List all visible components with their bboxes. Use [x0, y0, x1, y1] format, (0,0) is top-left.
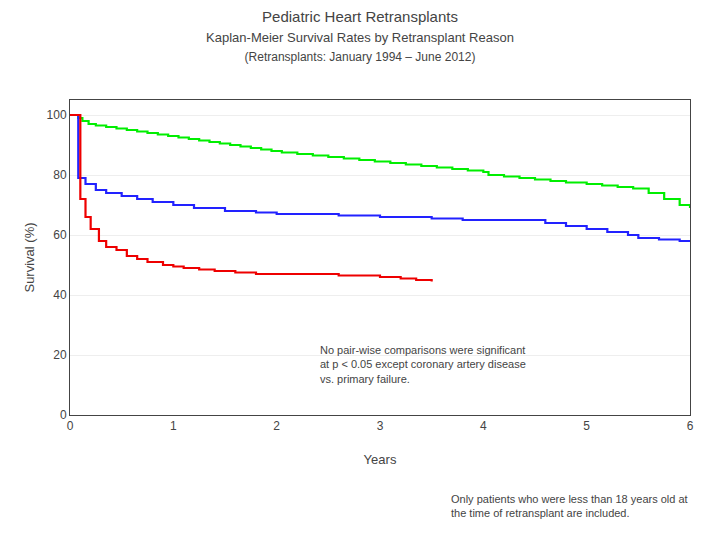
- svg-text:No pair-wise comparisons were: No pair-wise comparisons were significan…: [320, 344, 526, 385]
- svg-text:2: 2: [273, 419, 280, 433]
- svg-text:Years: Years: [364, 452, 397, 467]
- svg-text:80: 80: [53, 168, 67, 182]
- svg-text:Pediatric Heart RetransplantsK: Pediatric Heart RetransplantsKaplan-Meie…: [206, 8, 514, 64]
- svg-text:20: 20: [53, 348, 67, 362]
- svg-text:3: 3: [377, 419, 384, 433]
- svg-text:1: 1: [170, 419, 177, 433]
- svg-text:0: 0: [60, 408, 67, 422]
- svg-text:40: 40: [53, 288, 67, 302]
- svg-text:0: 0: [67, 419, 74, 433]
- svg-text:Only patients who were less th: Only patients who were less than 18 year…: [451, 493, 688, 519]
- svg-text:6: 6: [687, 419, 694, 433]
- svg-text:60: 60: [53, 228, 67, 242]
- svg-text:Survival (%): Survival (%): [22, 222, 37, 292]
- svg-text:5: 5: [583, 419, 590, 433]
- svg-text:100: 100: [47, 108, 67, 122]
- svg-text:4: 4: [480, 419, 487, 433]
